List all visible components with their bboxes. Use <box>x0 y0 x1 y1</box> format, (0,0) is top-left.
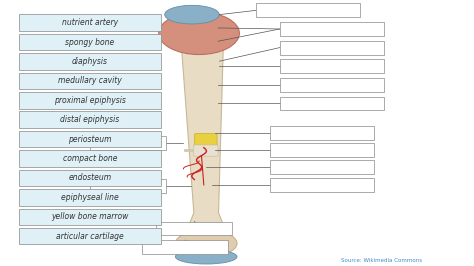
Text: distal epiphysis: distal epiphysis <box>61 115 119 124</box>
FancyBboxPatch shape <box>280 59 384 73</box>
Text: proximal epiphysis: proximal epiphysis <box>54 96 126 105</box>
FancyBboxPatch shape <box>19 170 161 186</box>
FancyBboxPatch shape <box>270 178 374 192</box>
Ellipse shape <box>159 12 239 55</box>
FancyBboxPatch shape <box>90 179 166 193</box>
FancyBboxPatch shape <box>280 22 384 36</box>
FancyBboxPatch shape <box>19 14 161 31</box>
Ellipse shape <box>165 5 219 24</box>
FancyBboxPatch shape <box>280 97 384 110</box>
FancyBboxPatch shape <box>194 134 217 146</box>
FancyBboxPatch shape <box>19 228 161 244</box>
Text: articular cartilage: articular cartilage <box>56 232 124 241</box>
FancyBboxPatch shape <box>19 92 161 109</box>
FancyBboxPatch shape <box>19 150 161 167</box>
FancyBboxPatch shape <box>270 126 374 140</box>
FancyBboxPatch shape <box>193 145 218 156</box>
Text: medullary cavity: medullary cavity <box>58 76 122 85</box>
FancyBboxPatch shape <box>19 73 161 89</box>
FancyBboxPatch shape <box>270 143 374 157</box>
Text: diaphysis: diaphysis <box>72 57 108 66</box>
Ellipse shape <box>175 250 237 264</box>
FancyBboxPatch shape <box>19 131 161 147</box>
FancyBboxPatch shape <box>280 41 384 55</box>
FancyBboxPatch shape <box>19 34 161 50</box>
FancyBboxPatch shape <box>19 189 161 206</box>
Text: Source: Wikimedia Commons: Source: Wikimedia Commons <box>341 258 422 263</box>
Text: endosteum: endosteum <box>69 173 111 182</box>
Text: yellow bone marrow: yellow bone marrow <box>51 212 129 221</box>
FancyBboxPatch shape <box>19 53 161 70</box>
Text: epiphyseal line: epiphyseal line <box>61 193 119 202</box>
Text: periosteum: periosteum <box>68 135 112 144</box>
FancyBboxPatch shape <box>256 3 360 17</box>
FancyBboxPatch shape <box>19 111 161 128</box>
Text: nutrient artery: nutrient artery <box>62 18 118 27</box>
FancyBboxPatch shape <box>19 209 161 225</box>
Polygon shape <box>182 48 227 234</box>
Text: spongy bone: spongy bone <box>65 38 115 47</box>
FancyBboxPatch shape <box>90 136 166 150</box>
FancyBboxPatch shape <box>270 160 374 174</box>
FancyBboxPatch shape <box>156 222 232 235</box>
Text: compact bone: compact bone <box>63 154 117 163</box>
FancyBboxPatch shape <box>280 78 384 92</box>
FancyBboxPatch shape <box>142 240 228 254</box>
Ellipse shape <box>175 230 237 257</box>
